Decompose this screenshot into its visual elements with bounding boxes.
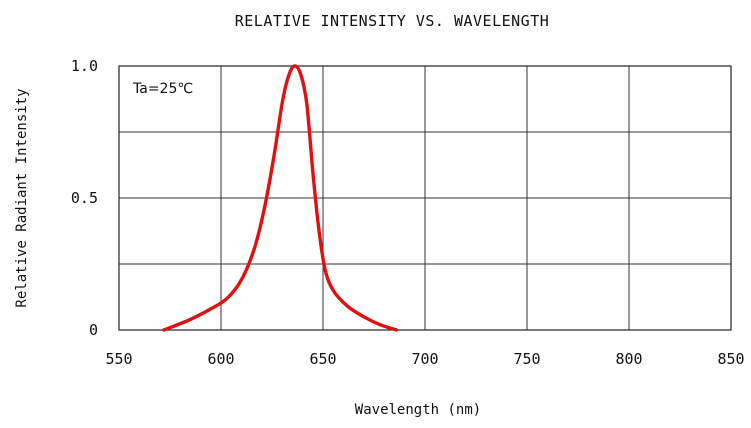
x-tick-labels: 550 600 650 700 750 800 850	[105, 350, 744, 368]
y-tick-label: 0	[89, 321, 98, 339]
y-tick-label: 1.0	[71, 57, 98, 75]
x-tick-label: 650	[309, 350, 336, 368]
temperature-annotation: Ta=25℃	[132, 81, 193, 97]
x-tick-label: 800	[615, 350, 642, 368]
x-tick-label: 600	[207, 350, 234, 368]
x-tick-label: 850	[717, 350, 744, 368]
series-line	[162, 64, 399, 332]
grid	[118, 65, 732, 331]
x-tick-label: 550	[105, 350, 132, 368]
chart-title: RELATIVE INTENSITY VS. WAVELENGTH	[235, 12, 550, 30]
x-tick-label: 750	[513, 350, 540, 368]
x-axis-label: Wavelength (nm)	[355, 402, 481, 418]
y-tick-labels: 0 0.5 1.0	[71, 57, 98, 339]
y-tick-label: 0.5	[71, 189, 98, 207]
plot-frame	[118, 65, 732, 331]
x-tick-label: 700	[411, 350, 438, 368]
y-axis-label: Relative Radiant Intensity	[14, 88, 30, 307]
